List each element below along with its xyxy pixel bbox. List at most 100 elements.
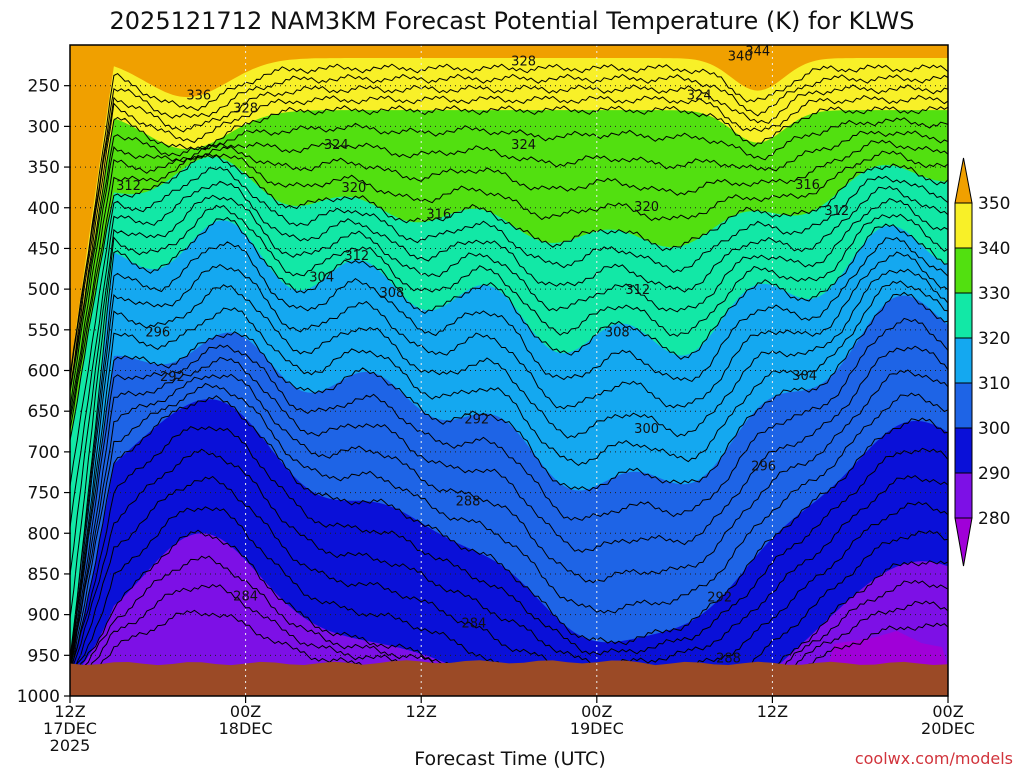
contour-332 bbox=[69, 150, 949, 430]
contour-336 bbox=[69, 130, 949, 418]
colorbar-label: 300 bbox=[978, 419, 1010, 439]
colorbar-extend-high bbox=[954, 157, 973, 204]
contour-label: 304 bbox=[792, 369, 817, 384]
contour-306 bbox=[69, 345, 949, 670]
contour-312 bbox=[69, 280, 949, 664]
contour-label: 292 bbox=[160, 370, 185, 385]
contour-label: 304 bbox=[309, 271, 334, 286]
contour-308 bbox=[69, 317, 949, 673]
y-tick-label: 950 bbox=[28, 646, 60, 666]
x-tick-label: 17DEC bbox=[43, 719, 97, 738]
ground-layer bbox=[70, 660, 948, 696]
y-tick-label: 800 bbox=[28, 524, 60, 544]
x-tick-label: 12Z bbox=[54, 702, 85, 721]
contour-318 bbox=[69, 236, 949, 665]
contour-label: 324 bbox=[687, 89, 712, 104]
colorbar-segment bbox=[954, 427, 973, 474]
contour-314 bbox=[69, 268, 949, 666]
contour-label: 308 bbox=[379, 286, 404, 301]
contour-label: 340 bbox=[728, 49, 753, 64]
y-axis: 250 300 350 400 450 500 550 600 650 700 750 800 850 9… bbox=[17, 77, 70, 707]
theta-band-330 bbox=[70, 45, 948, 441]
contour-label: 292 bbox=[464, 412, 489, 427]
y-tick-label: 550 bbox=[28, 321, 60, 341]
x-tick-label: 00Z bbox=[581, 702, 612, 721]
contour-296 bbox=[69, 448, 949, 679]
contour-label: 292 bbox=[707, 591, 732, 606]
plot-area bbox=[70, 45, 948, 696]
contour-316 bbox=[69, 251, 949, 669]
x-tick-label: 00Z bbox=[932, 702, 963, 721]
y-tick-label: 350 bbox=[28, 158, 60, 178]
contour-324 bbox=[69, 194, 949, 575]
contour-300 bbox=[69, 395, 949, 672]
x-tick-label: 12Z bbox=[406, 702, 437, 721]
contour-294 bbox=[69, 475, 949, 680]
y-tick-label: 300 bbox=[28, 117, 60, 137]
contour-label: 324 bbox=[324, 138, 349, 153]
contour-302 bbox=[69, 382, 949, 675]
contour-label: 296 bbox=[145, 325, 170, 340]
contour-322 bbox=[69, 204, 949, 619]
y-tick-label: 450 bbox=[28, 239, 60, 259]
contour-label: 328 bbox=[511, 54, 536, 69]
contour-label: 320 bbox=[341, 181, 366, 196]
theta-band-350 bbox=[70, 45, 948, 371]
colorbar-label: 340 bbox=[978, 239, 1010, 259]
contour-342 bbox=[69, 94, 949, 391]
contour-label: 324 bbox=[511, 138, 536, 153]
colorbar-segment bbox=[954, 247, 973, 294]
colorbar-label: 330 bbox=[978, 284, 1010, 304]
contour-label: 316 bbox=[426, 207, 451, 222]
contour-label: 288 bbox=[716, 652, 741, 667]
contour-310 bbox=[69, 291, 949, 668]
contour-label: 320 bbox=[634, 200, 659, 215]
contour-328 bbox=[69, 166, 949, 487]
contour-338 bbox=[69, 117, 949, 409]
colorbar-segment bbox=[954, 202, 973, 249]
contour-label: 336 bbox=[186, 89, 211, 104]
contour-340 bbox=[69, 105, 949, 393]
colorbar-segment bbox=[954, 382, 973, 429]
contour-334 bbox=[69, 139, 949, 421]
y-tick-label: 700 bbox=[28, 443, 60, 463]
contour-label: 328 bbox=[233, 102, 258, 117]
x-tick-label: 18DEC bbox=[219, 719, 273, 738]
contour-label: 296 bbox=[751, 460, 776, 475]
colorbar-extend-low bbox=[954, 517, 973, 567]
y-tick-label: 850 bbox=[28, 565, 60, 585]
contour-346 bbox=[69, 73, 949, 382]
contour-label: 300 bbox=[634, 422, 659, 437]
contour-label: 344 bbox=[745, 45, 770, 60]
credit-text: coolwx.com/models bbox=[855, 749, 1013, 768]
terrain bbox=[70, 660, 948, 696]
x-tick-label: 00Z bbox=[230, 702, 261, 721]
chart-title: 2025121712 NAM3KM Forecast Potential Tem… bbox=[110, 7, 915, 35]
contour-label: 308 bbox=[605, 325, 630, 340]
y-tick-label: 600 bbox=[28, 362, 60, 382]
y-tick-label: 250 bbox=[28, 77, 60, 97]
colorbar-segment bbox=[954, 472, 973, 519]
contour-label: 312 bbox=[116, 179, 141, 194]
y-tick-label: 750 bbox=[28, 484, 60, 504]
contour-label: 288 bbox=[456, 495, 481, 510]
x-tick-label: 19DEC bbox=[570, 719, 624, 738]
contour-320 bbox=[69, 216, 949, 659]
theta-band-280 bbox=[828, 630, 948, 668]
y-tick-label: 1000 bbox=[17, 687, 60, 707]
y-tick-label: 650 bbox=[28, 402, 60, 422]
y-tick-label: 400 bbox=[28, 199, 60, 219]
y-tick-label: 900 bbox=[28, 606, 60, 626]
contour-label: 312 bbox=[344, 249, 369, 264]
contour-label: 316 bbox=[795, 178, 820, 193]
contour-label: 284 bbox=[233, 590, 258, 605]
contour-344 bbox=[69, 84, 949, 389]
colorbar-label: 350 bbox=[978, 194, 1010, 214]
colorbar-segment bbox=[954, 292, 973, 339]
contour-298 bbox=[69, 426, 949, 675]
contour-304 bbox=[69, 369, 949, 671]
contour-label: 312 bbox=[625, 283, 650, 298]
